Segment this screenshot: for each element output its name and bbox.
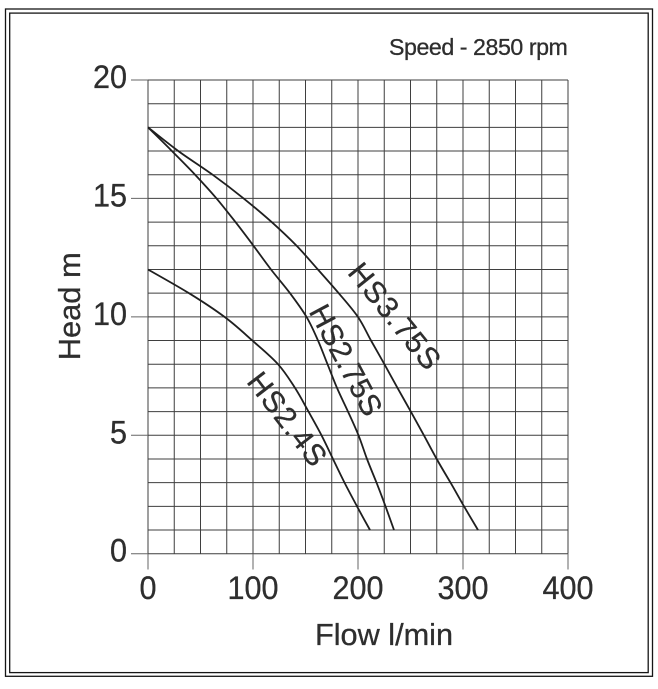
svg-text:20: 20 xyxy=(93,59,127,95)
svg-text:15: 15 xyxy=(93,177,127,213)
svg-text:0: 0 xyxy=(110,533,127,569)
svg-text:5: 5 xyxy=(110,414,127,450)
svg-text:Flow l/min: Flow l/min xyxy=(315,617,453,652)
svg-text:200: 200 xyxy=(333,570,384,606)
svg-text:Head m: Head m xyxy=(52,252,87,360)
svg-text:HS2.4S: HS2.4S xyxy=(240,366,334,474)
svg-text:0: 0 xyxy=(140,570,157,606)
svg-text:400: 400 xyxy=(543,570,594,606)
svg-text:Speed - 2850 rpm: Speed - 2850 rpm xyxy=(389,34,567,60)
svg-text:10: 10 xyxy=(93,296,127,332)
svg-text:300: 300 xyxy=(438,570,489,606)
svg-text:100: 100 xyxy=(228,570,279,606)
